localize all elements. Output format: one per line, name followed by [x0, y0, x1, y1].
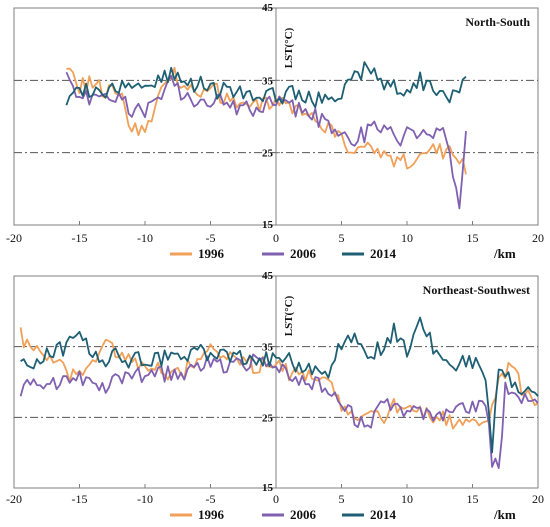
series-line-2014 [20, 316, 539, 454]
y-tick-label: 35 [262, 75, 274, 87]
x-tick-label: 0 [273, 492, 279, 506]
legend-label-2014: 2014 [370, 507, 397, 522]
x-unit-label: /km [493, 246, 516, 261]
x-tick-label: -20 [6, 492, 22, 506]
series-line-1996 [19, 327, 539, 430]
x-tick-label: -10 [137, 231, 153, 245]
chart-title: North-South [465, 15, 530, 29]
legend-label-2006: 2006 [290, 246, 317, 261]
x-tick-label: 10 [401, 492, 413, 506]
y-axis-label: LST(°C) [283, 27, 295, 68]
x-tick-label: -15 [72, 492, 88, 506]
chart-panel-2: 15 25 35 45 LST(°C) -20 -15 -10 -5 0 5 10 15 20 Northe… [6, 270, 544, 522]
y-tick-label: 45 [262, 2, 274, 14]
y-tick-label: 25 [262, 148, 274, 160]
y-tick-label: 35 [262, 342, 274, 354]
x-tick-label: -5 [206, 231, 216, 245]
x-tick-label: -10 [137, 492, 153, 506]
y-tick-label: 15 [262, 219, 274, 231]
series-line-2014 [65, 61, 467, 109]
x-tick-label: -20 [6, 231, 22, 245]
series-line-2006 [65, 71, 467, 210]
chart-title: Northeast-Southwest [423, 283, 530, 297]
x-tick-label: 5 [339, 492, 345, 506]
legend-label-1996: 1996 [198, 507, 225, 522]
x-tick-label: 5 [339, 231, 345, 245]
x-tick-label: 10 [401, 231, 413, 245]
legend-label-2006: 2006 [290, 507, 317, 522]
series-line-1996 [66, 66, 467, 175]
x-tick-label: 15 [467, 492, 479, 506]
series-line-2006 [19, 353, 539, 470]
y-tick-label: 15 [262, 482, 274, 494]
legend-label-2014: 2014 [370, 246, 397, 261]
x-unit-label: /km [493, 507, 516, 522]
x-tick-label: 15 [467, 231, 479, 245]
x-tick-label: -15 [72, 231, 88, 245]
y-tick-label: 45 [262, 270, 274, 282]
chart-panel-1: 15 25 35 45 LST(°C) -20 -15 -10 -5 0 5 10 15 20 North-… [6, 2, 544, 261]
legend-label-1996: 1996 [198, 246, 225, 261]
x-tick-label: 20 [532, 231, 544, 245]
y-axis-label: LST(°C) [283, 295, 295, 336]
x-tick-label: -5 [206, 492, 216, 506]
y-tick-label: 25 [262, 412, 274, 424]
x-tick-label: 20 [532, 492, 544, 506]
x-tick-label: 0 [273, 231, 279, 245]
